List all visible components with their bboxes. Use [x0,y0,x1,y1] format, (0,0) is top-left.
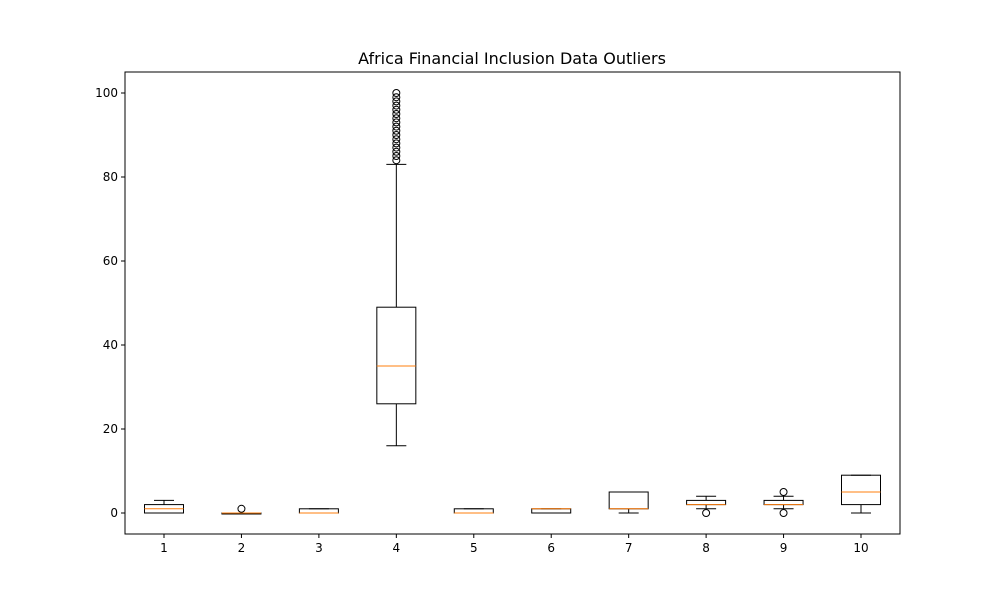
box [841,474,881,506]
x-tick-label: 5 [470,541,478,555]
outlier-point [702,509,711,517]
outlier-point [779,509,788,517]
outlier-point [392,93,401,102]
outlier-point [392,135,401,144]
x-tick-label: 3 [315,541,323,555]
outlier-point [392,97,401,106]
outlier-point [392,139,401,148]
x-tick-label: 2 [238,541,246,555]
outlier-point [392,131,401,139]
outlier-point [392,143,401,152]
outlier-point [392,89,401,97]
x-tick-label: 4 [393,541,401,555]
box [453,508,494,514]
outlier-point [392,118,401,127]
box [376,306,417,405]
outlier-point [237,504,246,513]
box [686,499,727,506]
x-tick-label: 9 [780,541,788,555]
plot-frame [124,71,901,535]
y-tick-label: 60 [103,254,118,268]
x-tick-label: 7 [625,541,633,555]
chart-title: Africa Financial Inclusion Data Outliers [358,49,666,68]
y-tick-label: 40 [103,338,118,352]
outlier-point [392,114,401,123]
x-tick-label: 8 [702,541,710,555]
box [763,499,804,506]
outlier-point [392,101,401,110]
x-tick-label: 6 [547,541,555,555]
outlier-point [392,147,401,156]
outlier-point [392,110,401,118]
y-tick-label: 20 [103,422,118,436]
box [298,508,339,514]
box [608,491,649,510]
outlier-point [392,105,401,114]
x-tick-label: 1 [160,541,168,555]
y-tick-label: 100 [95,86,118,100]
outlier-point [779,488,788,496]
plot-area: 0 20 40 60 80 100 1 2 3 4 5 6 7 8 9 10 [95,86,881,555]
y-tick-label: 0 [110,506,118,520]
outlier-point [392,122,401,131]
y-tick-label: 80 [103,170,118,184]
outlier-point [392,152,401,160]
box [531,508,572,514]
outlier-point [392,156,401,165]
x-tick-label: 10 [853,541,868,555]
outlier-point [392,126,401,135]
